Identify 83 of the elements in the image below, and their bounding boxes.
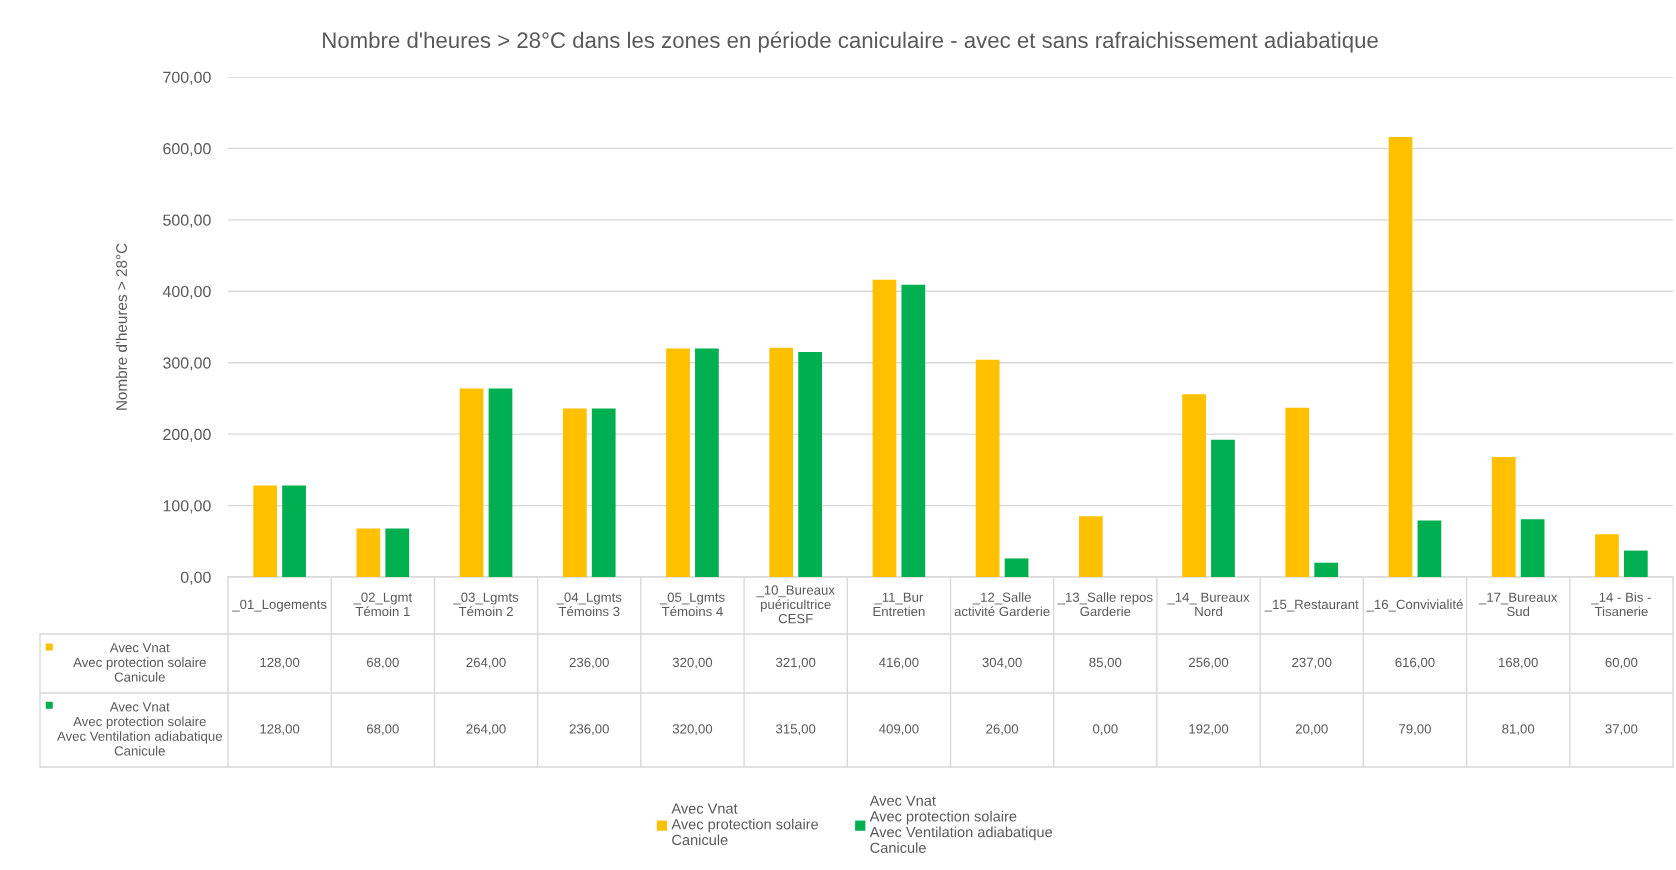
data-label: 68,00 — [366, 657, 399, 669]
bar — [1417, 520, 1442, 577]
bar — [591, 408, 616, 577]
y-tick-label: 100,00 — [163, 500, 211, 514]
data-label: 256,00 — [1189, 657, 1229, 669]
data-label: 264,00 — [466, 724, 506, 736]
data-label: 409,00 — [879, 724, 919, 736]
x-tick-label: _14_ Bureaux Nord — [1167, 592, 1250, 617]
data-label: 79,00 — [1399, 724, 1431, 736]
bar — [1491, 457, 1516, 577]
bar — [1314, 562, 1339, 577]
x-tick-label: _13_Salle repos Garderie — [1057, 592, 1153, 617]
data-label: 60,00 — [1605, 657, 1638, 669]
bar — [1595, 534, 1619, 577]
data-label: 26,00 — [986, 724, 1019, 736]
data-label: 315,00 — [776, 724, 816, 736]
data-label: 192,00 — [1189, 724, 1229, 736]
data-label: 20,00 — [1295, 724, 1328, 736]
x-tick-label: _03_Lgmts Témoin 2 — [453, 592, 519, 617]
data-label: 128,00 — [260, 724, 300, 736]
x-tick-label: _05_Lgmts Témoins 4 — [659, 592, 725, 617]
y-tick-label: 200,00 — [163, 428, 211, 442]
bar — [872, 279, 897, 577]
bar — [666, 348, 690, 577]
data-label: 81,00 — [1502, 724, 1535, 736]
data-label: 68,00 — [366, 724, 399, 736]
text: Avec Vnat Avec protection solaire Avec Ventilation adiabatique Canicule — [57, 702, 222, 756]
bar — [488, 388, 513, 577]
y-tick-label: 700,00 — [163, 71, 211, 85]
y-tick-label: 300,00 — [163, 357, 211, 371]
x-tick-label: _17_Bureaux Sud — [1478, 592, 1558, 617]
data-label: 236,00 — [569, 657, 609, 669]
bar — [1079, 516, 1103, 577]
bar — [769, 347, 794, 577]
data-label: 128,00 — [260, 657, 300, 669]
bar — [901, 284, 926, 577]
bar — [1182, 394, 1206, 577]
data-label: 320,00 — [672, 657, 713, 669]
data-label: 264,00 — [466, 657, 506, 669]
data-label: 304,00 — [982, 657, 1022, 669]
bar — [1388, 137, 1413, 577]
x-tick-label: _10_Bureaux puéricultrice CESF — [756, 585, 835, 624]
bar — [695, 348, 719, 577]
data-label: 168,00 — [1499, 657, 1538, 669]
data-label: 37,00 — [1605, 724, 1638, 736]
data-label: 85,00 — [1089, 657, 1122, 669]
legend-label: Avec Vnat Avec protection solaire Avec Ventilation adiabatique Canicule — [869, 795, 1053, 853]
bar — [459, 388, 484, 577]
chart-title: Nombre d'heures > 28°C dans les zones en période caniculaire - avec et sans rafraichissement adiabatique — [323, 31, 1378, 53]
data-label: 321,00 — [776, 657, 816, 669]
bar — [798, 352, 822, 577]
x-tick-label: _02_Lgmt Témoin 1 — [353, 592, 413, 617]
bar — [385, 528, 410, 577]
x-tick-label: _15_Restaurant — [1264, 599, 1359, 612]
data-label: 0,00 — [1093, 724, 1118, 736]
y-tick-label: 0,00 — [180, 571, 211, 585]
bar — [1520, 519, 1545, 577]
data-label: 616,00 — [1395, 657, 1435, 669]
bar — [1623, 550, 1648, 577]
data-label: 320,00 — [672, 724, 713, 736]
x-tick-label: _11_Bur Entretien — [873, 592, 925, 617]
x-tick-label: _14 - Bis - Tisanerie — [1591, 592, 1651, 617]
x-tick-label: _12_Salle activité Garderie — [954, 592, 1050, 617]
bar — [1004, 558, 1029, 577]
bar — [562, 408, 587, 577]
x-tick-label: _16_Convivialité — [1366, 599, 1463, 612]
x-tick-label: _01_Logements — [232, 599, 327, 612]
legend-label: Avec Vnat Avec protection solaire Canicule — [671, 803, 819, 846]
bar — [1285, 407, 1310, 577]
data-label: 237,00 — [1292, 657, 1332, 669]
data-label: 236,00 — [569, 724, 609, 736]
bar — [1211, 439, 1235, 577]
x-tick-label: _04_Lgmts Témoins 3 — [556, 592, 622, 617]
bar — [282, 485, 306, 577]
bar — [975, 359, 1000, 577]
y-tick-label: 500,00 — [163, 214, 211, 228]
data-label: 416,00 — [879, 657, 919, 669]
y-tick-label: 400,00 — [162, 285, 211, 300]
bar — [356, 528, 381, 577]
y-tick-label: 600,00 — [163, 143, 211, 157]
bar — [253, 485, 278, 577]
y-axis-title: Nombre d'heures > 28°C — [115, 243, 127, 410]
text: Avec Vnat Avec protection solaire Canicule — [73, 643, 206, 682]
